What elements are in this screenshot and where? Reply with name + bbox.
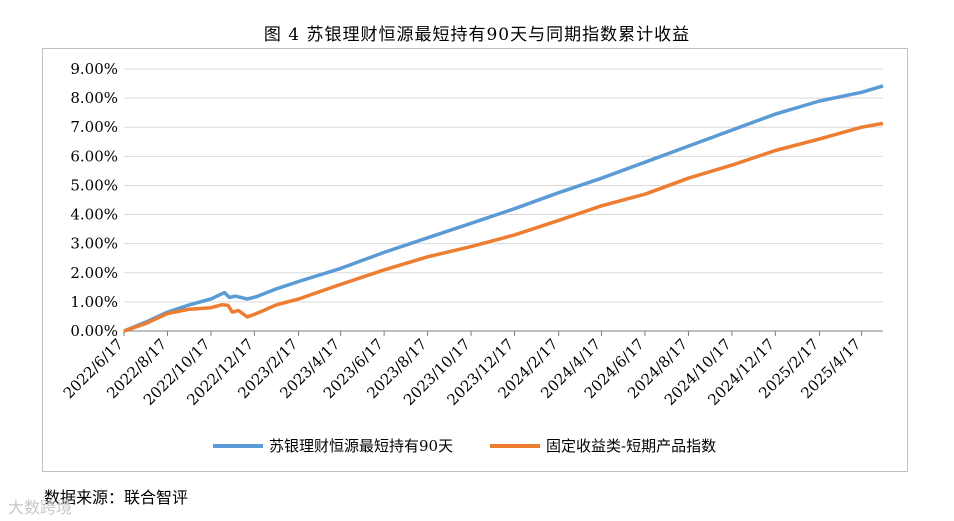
y-tick-label: 8.00% (70, 89, 118, 107)
y-tick-label: 5.00% (70, 176, 118, 194)
y-axis-ticks: 0.00% 1.00% 2.00% 3.00% 4.00% 5.00% 6.00% 7.00%… (70, 60, 118, 340)
y-tick-label: 4.00% (70, 206, 118, 224)
source-note: 数据来源：联合智评 (44, 488, 189, 507)
y-tick-label: 7.00% (70, 118, 118, 136)
legend-label-2: 固定收益类-短期产品指数 (546, 437, 716, 455)
y-tick-label: 6.00% (70, 147, 118, 165)
series-line-2 (123, 121, 884, 333)
series-line-1 (123, 84, 884, 333)
chart-title: 图 4 苏银理财恒源最短持有90天与同期指数累计收益 (263, 25, 691, 45)
chart-frame: 0.00% 1.00% 2.00% 3.00% 4.00% 5.00% 6.00% 7.00%… (42, 48, 908, 472)
legend: 苏银理财恒源最短持有90天 固定收益类-短期产品指数 (213, 437, 716, 455)
y-tick-label: 3.00% (70, 235, 118, 253)
y-tick-label: 2.00% (70, 264, 118, 282)
y-tick-label: 1.00% (70, 293, 118, 311)
grid-lines (124, 68, 883, 332)
line-chart: 0.00% 1.00% 2.00% 3.00% 4.00% 5.00% 6.00% 7.00%… (60, 60, 884, 455)
y-tick-label: 9.00% (70, 60, 118, 78)
legend-label-1: 苏银理财恒源最短持有90天 (269, 437, 453, 455)
watermark-text: 大数跨境 (8, 498, 73, 517)
y-tick-label: 0.00% (70, 322, 118, 340)
x-axis-ticks: 2022/6/172022/8/172022/10/172022/12/1720… (60, 331, 864, 409)
series-lines (123, 84, 884, 333)
